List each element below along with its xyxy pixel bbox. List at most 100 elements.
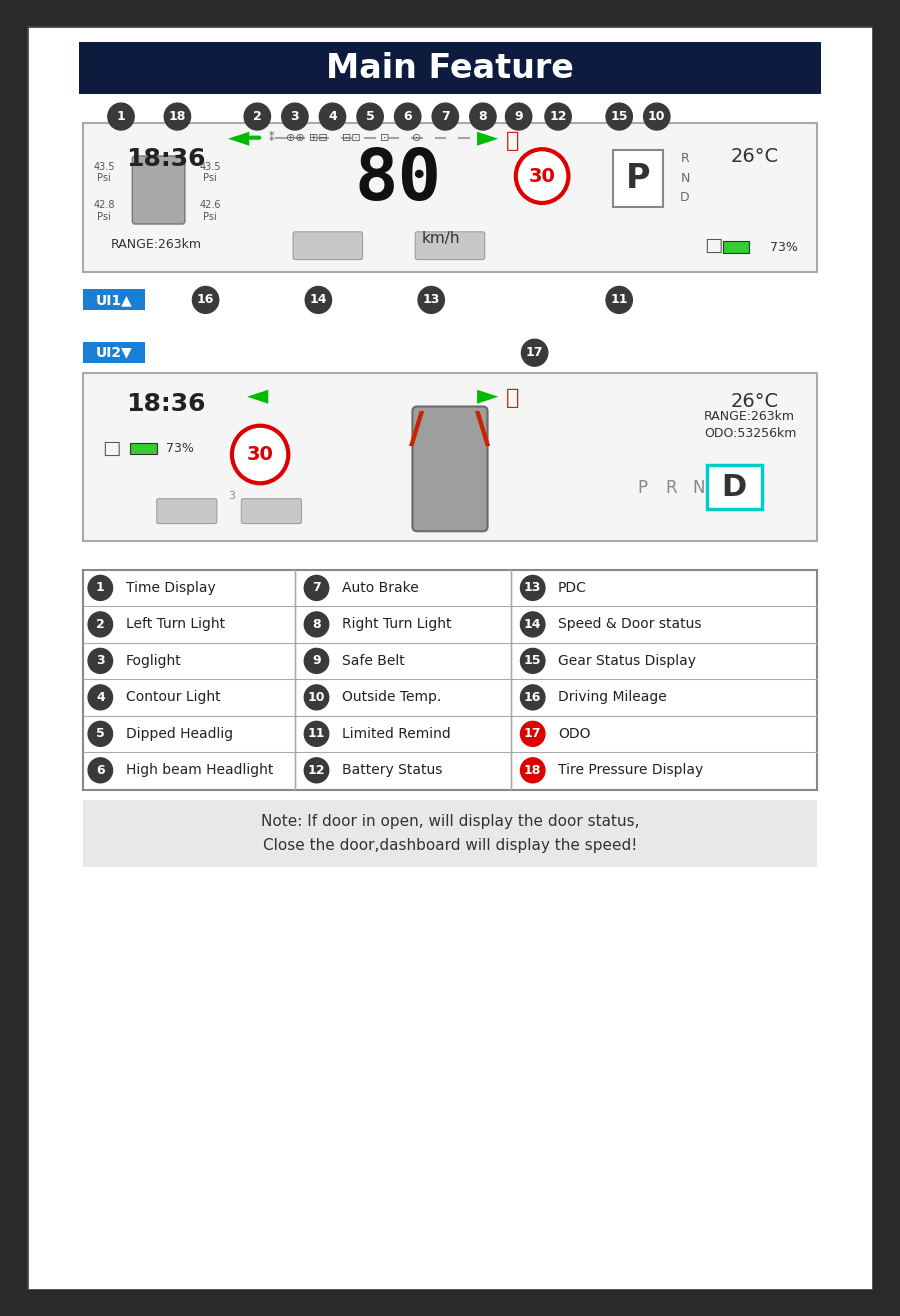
Circle shape bbox=[164, 103, 191, 130]
Circle shape bbox=[520, 575, 544, 600]
Text: 15: 15 bbox=[610, 111, 628, 124]
Text: Tire Pressure Display: Tire Pressure Display bbox=[558, 763, 704, 778]
Text: □: □ bbox=[103, 440, 121, 458]
FancyBboxPatch shape bbox=[27, 26, 873, 1290]
Text: 10: 10 bbox=[308, 691, 325, 704]
Circle shape bbox=[357, 103, 383, 130]
Text: Limited Remind: Limited Remind bbox=[342, 726, 451, 741]
Text: 4: 4 bbox=[96, 691, 104, 704]
Text: 2: 2 bbox=[253, 111, 262, 124]
Text: ⊙: ⊙ bbox=[412, 133, 422, 142]
Circle shape bbox=[520, 721, 544, 746]
Text: 6: 6 bbox=[403, 111, 412, 124]
Circle shape bbox=[88, 684, 112, 709]
Text: 3: 3 bbox=[291, 111, 299, 124]
Circle shape bbox=[304, 612, 328, 637]
Circle shape bbox=[232, 425, 288, 483]
FancyBboxPatch shape bbox=[241, 499, 302, 524]
Text: 1: 1 bbox=[117, 111, 125, 124]
Text: 12: 12 bbox=[308, 763, 325, 776]
Text: 26°C: 26°C bbox=[731, 147, 779, 166]
Text: ◄: ◄ bbox=[247, 380, 268, 409]
Text: ⁑: ⁑ bbox=[268, 133, 274, 142]
Text: Contour Light: Contour Light bbox=[126, 691, 220, 704]
Text: 17: 17 bbox=[526, 346, 544, 359]
Text: ⊡⊡: ⊡⊡ bbox=[342, 133, 361, 142]
Circle shape bbox=[516, 149, 569, 203]
Text: ⛔: ⛔ bbox=[507, 388, 519, 408]
Text: Auto Brake: Auto Brake bbox=[342, 580, 418, 595]
Text: 6: 6 bbox=[96, 763, 104, 776]
Text: Battery Status: Battery Status bbox=[342, 763, 442, 778]
Text: 8: 8 bbox=[479, 111, 487, 124]
Text: ⊕⊕: ⊕⊕ bbox=[285, 133, 304, 142]
Text: RANGE:263km: RANGE:263km bbox=[704, 409, 795, 422]
Text: 12: 12 bbox=[549, 111, 567, 124]
Text: Outside Temp.: Outside Temp. bbox=[342, 691, 441, 704]
Text: 7: 7 bbox=[441, 111, 450, 124]
Circle shape bbox=[88, 612, 112, 637]
FancyBboxPatch shape bbox=[84, 342, 145, 363]
Text: D: D bbox=[680, 191, 689, 204]
Circle shape bbox=[606, 287, 633, 313]
Text: 26°C: 26°C bbox=[731, 392, 779, 411]
Circle shape bbox=[644, 103, 670, 130]
FancyBboxPatch shape bbox=[130, 443, 157, 454]
Text: ODO:53256km: ODO:53256km bbox=[704, 426, 796, 440]
Text: 16: 16 bbox=[524, 691, 542, 704]
Text: R: R bbox=[665, 479, 677, 497]
Text: Right Turn Light: Right Turn Light bbox=[342, 617, 452, 632]
Circle shape bbox=[520, 649, 544, 674]
FancyBboxPatch shape bbox=[723, 241, 749, 253]
Text: Safe Belt: Safe Belt bbox=[342, 654, 405, 669]
Text: Dipped Headlig: Dipped Headlig bbox=[126, 726, 233, 741]
Text: 13: 13 bbox=[524, 582, 542, 595]
Text: Time Display: Time Display bbox=[126, 580, 215, 595]
Text: 30: 30 bbox=[528, 167, 555, 186]
Text: 13: 13 bbox=[422, 293, 440, 307]
Text: km/h: km/h bbox=[421, 232, 460, 246]
Text: Note: If door in open, will display the door status,
Close the door,dashboard wi: Note: If door in open, will display the … bbox=[261, 813, 639, 854]
Circle shape bbox=[304, 684, 328, 709]
Text: 2: 2 bbox=[96, 619, 104, 630]
Text: 73%: 73% bbox=[770, 241, 797, 254]
Text: 5: 5 bbox=[96, 728, 104, 741]
Text: 73%: 73% bbox=[166, 442, 194, 455]
Circle shape bbox=[304, 649, 328, 674]
Text: Foglight: Foglight bbox=[126, 654, 182, 669]
Circle shape bbox=[394, 103, 421, 130]
Text: ODO: ODO bbox=[558, 726, 590, 741]
FancyBboxPatch shape bbox=[84, 570, 816, 791]
FancyBboxPatch shape bbox=[415, 232, 485, 259]
Text: P: P bbox=[626, 162, 650, 196]
Text: 4: 4 bbox=[328, 111, 337, 124]
Circle shape bbox=[506, 103, 532, 130]
Text: 43.5
Psi: 43.5 Psi bbox=[200, 162, 221, 183]
Circle shape bbox=[432, 103, 458, 130]
Text: High beam Headlight: High beam Headlight bbox=[126, 763, 273, 778]
Text: 42.8
Psi: 42.8 Psi bbox=[94, 200, 115, 221]
FancyBboxPatch shape bbox=[84, 124, 816, 272]
Circle shape bbox=[320, 103, 346, 130]
Circle shape bbox=[88, 575, 112, 600]
Text: 18: 18 bbox=[524, 763, 542, 776]
Circle shape bbox=[520, 758, 544, 783]
Circle shape bbox=[304, 721, 328, 746]
Text: UI1▲: UI1▲ bbox=[96, 293, 133, 307]
Text: 14: 14 bbox=[524, 619, 542, 630]
Text: 15: 15 bbox=[524, 654, 542, 667]
Text: Speed & Door status: Speed & Door status bbox=[558, 617, 702, 632]
Circle shape bbox=[304, 758, 328, 783]
Text: 18:36: 18:36 bbox=[126, 147, 205, 171]
Text: 42.6
Psi: 42.6 Psi bbox=[200, 200, 221, 221]
Text: D: D bbox=[721, 472, 746, 501]
FancyBboxPatch shape bbox=[84, 290, 145, 311]
Text: \: \ bbox=[475, 409, 491, 451]
Text: 7: 7 bbox=[312, 582, 321, 595]
Text: 9: 9 bbox=[312, 654, 320, 667]
Text: ⊞⊟: ⊞⊟ bbox=[309, 133, 328, 142]
Circle shape bbox=[418, 287, 445, 313]
Text: ◄: ◄ bbox=[228, 124, 249, 151]
Circle shape bbox=[606, 103, 633, 130]
Circle shape bbox=[244, 103, 271, 130]
